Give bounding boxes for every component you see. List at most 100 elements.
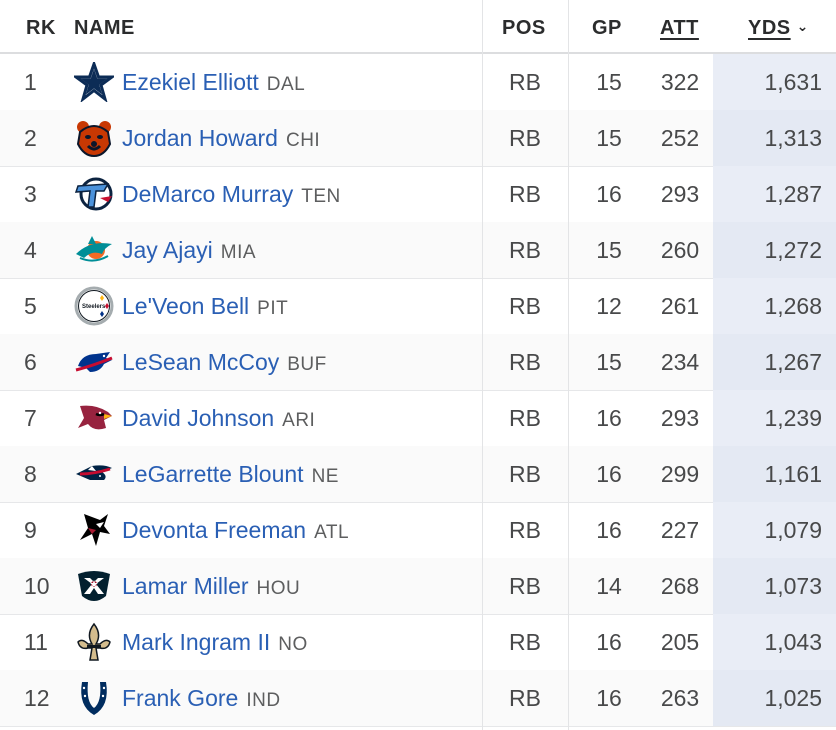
player-link[interactable]: LeSean McCoy xyxy=(122,349,280,375)
player-link[interactable]: Devonta Freeman xyxy=(122,517,307,543)
player-link[interactable]: David Johnson xyxy=(122,405,275,431)
player-name-cell: Frank Gore IND xyxy=(122,670,281,726)
table-row: 12 Frank Gore IND RB 16 263 1,025 xyxy=(0,670,836,727)
rank-cell: 10 xyxy=(24,573,50,599)
att-cell: 293 xyxy=(660,181,700,207)
header-yds-label[interactable]: YDS xyxy=(748,17,791,39)
team-abbr: BUF xyxy=(287,354,327,375)
yds-cell: 1,043 xyxy=(713,614,836,670)
pos-cell: RB xyxy=(509,181,541,207)
table-row: 9 Devonta Freeman ATL RB 16 227 1,079 xyxy=(0,502,836,559)
rank-cell: 8 xyxy=(24,461,37,487)
rank-cell: 11 xyxy=(24,629,48,655)
player-link[interactable]: DeMarco Murray xyxy=(122,181,294,207)
texans-icon xyxy=(74,566,114,606)
att-cell: 205 xyxy=(660,629,700,655)
table-row: 4 Jay Ajayi MIA RB 15 260 1,272 xyxy=(0,222,836,279)
table-row: 5 Steelers Le'Veon Bell PIT RB 12 261 1,268 xyxy=(0,278,836,335)
team-abbr: PIT xyxy=(257,298,289,319)
player-link[interactable]: Mark Ingram II xyxy=(122,629,271,655)
team-abbr: DAL xyxy=(266,74,306,95)
att-cell: 252 xyxy=(660,125,700,151)
player-link[interactable]: Frank Gore xyxy=(122,685,239,711)
pos-cell: RB xyxy=(509,629,541,655)
att-cell: 263 xyxy=(660,685,700,711)
gp-cell: 16 xyxy=(596,181,622,207)
team-abbr: ATL xyxy=(314,522,350,543)
player-link[interactable]: Ezekiel Elliott xyxy=(122,69,259,95)
rank-cell: 7 xyxy=(24,405,37,431)
player-name-cell: Mark Ingram II NO xyxy=(122,614,308,670)
att-cell: 261 xyxy=(660,293,700,319)
yds-cell: 1,313 xyxy=(713,110,836,166)
column-divider-pos xyxy=(482,0,483,730)
gp-cell: 12 xyxy=(596,293,622,319)
pos-cell: RB xyxy=(509,461,541,487)
header-pos[interactable]: POS xyxy=(502,17,546,39)
table-row: 1 Ezekiel Elliott DAL RB 15 322 1,631 xyxy=(0,54,836,111)
table-header: RK NAME POS GP ATT YDS ⌄ xyxy=(0,0,836,54)
patriots-icon xyxy=(74,454,114,494)
pos-cell: RB xyxy=(509,293,541,319)
header-gp[interactable]: GP xyxy=(592,17,622,39)
header-name[interactable]: NAME xyxy=(74,17,135,39)
table-row: 7 David Johnson ARI RB 16 293 1,239 xyxy=(0,390,836,447)
player-link[interactable]: LeGarrette Blount xyxy=(122,461,304,487)
att-cell: 293 xyxy=(660,405,700,431)
yds-cell: 1,267 xyxy=(713,334,836,390)
titans-t-icon xyxy=(74,174,114,214)
yds-cell: 1,268 xyxy=(713,278,836,334)
yds-cell: 1,272 xyxy=(713,222,836,278)
player-link[interactable]: Jordan Howard xyxy=(122,125,278,151)
pos-cell: RB xyxy=(509,125,541,151)
chevron-down-icon[interactable]: ⌄ xyxy=(796,18,809,34)
header-att[interactable]: ATT xyxy=(660,17,699,39)
att-cell: 234 xyxy=(660,349,700,375)
gp-cell: 16 xyxy=(596,405,622,431)
pos-cell: RB xyxy=(509,405,541,431)
column-divider-gp xyxy=(568,0,569,730)
team-abbr: TEN xyxy=(301,186,341,207)
table-row: 11 Mark Ingram II NO RB 16 205 1,043 xyxy=(0,614,836,671)
gp-cell: 15 xyxy=(596,125,622,151)
att-cell: 268 xyxy=(660,573,700,599)
att-cell: 322 xyxy=(660,69,700,95)
cardinals-icon xyxy=(74,398,114,438)
dolphins-icon xyxy=(74,230,114,270)
player-name-cell: Le'Veon Bell PIT xyxy=(122,278,288,334)
team-abbr: MIA xyxy=(220,242,257,263)
yds-cell: 1,239 xyxy=(713,390,836,446)
att-cell: 299 xyxy=(660,461,700,487)
svg-text:Steelers: Steelers xyxy=(82,304,106,310)
table-row: 3 DeMarco Murray TEN RB 16 293 1,287 xyxy=(0,166,836,223)
gp-cell: 16 xyxy=(596,629,622,655)
gp-cell: 16 xyxy=(596,461,622,487)
att-cell: 260 xyxy=(660,237,700,263)
player-name-cell: Ezekiel Elliott DAL xyxy=(122,54,305,110)
yds-cell: 1,161 xyxy=(713,446,836,502)
steelers-icon: Steelers xyxy=(74,286,114,326)
table-row: 2 Jordan Howard CHI RB 15 252 1,313 xyxy=(0,110,836,167)
header-rk[interactable]: RK xyxy=(26,17,56,39)
gp-cell: 15 xyxy=(596,69,622,95)
yds-cell: 1,025 xyxy=(713,670,836,726)
cowboys-star-icon xyxy=(74,62,114,102)
player-link[interactable]: Le'Veon Bell xyxy=(122,293,250,319)
table-row: 10 Lamar Miller HOU RB 14 268 1,073 xyxy=(0,558,836,615)
gp-cell: 15 xyxy=(596,237,622,263)
rank-cell: 3 xyxy=(24,181,37,207)
player-link[interactable]: Lamar Miller xyxy=(122,573,249,599)
team-abbr: NO xyxy=(278,634,308,655)
player-name-cell: LeGarrette Blount NE xyxy=(122,446,339,502)
pos-cell: RB xyxy=(509,573,541,599)
header-yds[interactable]: YDS ⌄ xyxy=(748,17,809,40)
player-name-cell: Jordan Howard CHI xyxy=(122,110,320,166)
team-abbr: IND xyxy=(246,690,281,711)
player-name-cell: DeMarco Murray TEN xyxy=(122,166,341,222)
player-link[interactable]: Jay Ajayi xyxy=(122,237,213,263)
yds-cell: 1,073 xyxy=(713,558,836,614)
pos-cell: RB xyxy=(509,237,541,263)
gp-cell: 16 xyxy=(596,685,622,711)
player-name-cell: LeSean McCoy BUF xyxy=(122,334,327,390)
